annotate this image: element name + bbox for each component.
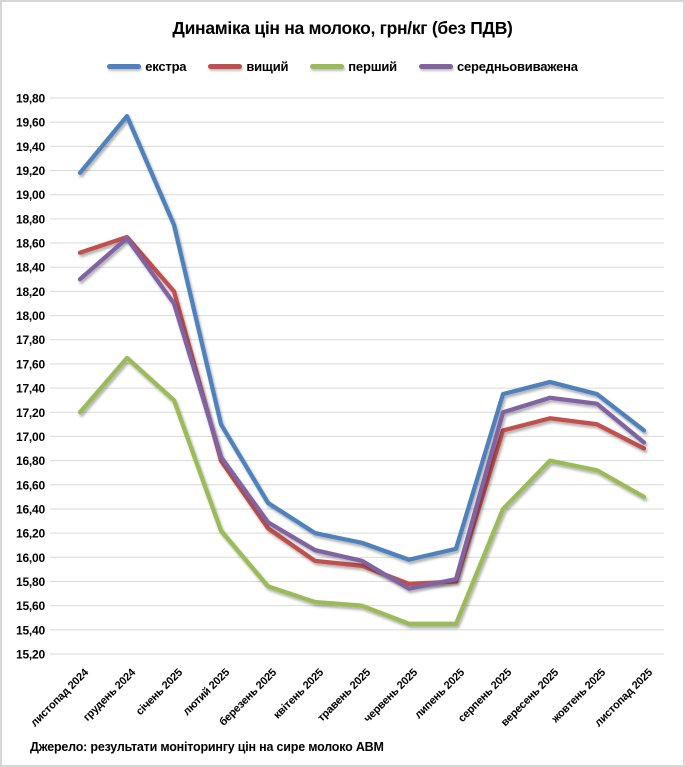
y-axis-tick-label: 18,80 [16, 212, 46, 226]
chart-legend: екстра вищий перший середньовиважена [2, 59, 683, 74]
y-axis-tick-label: 15,40 [16, 623, 46, 637]
y-axis-tick-label: 19,80 [16, 92, 46, 106]
y-axis-tick-label: 17,40 [16, 382, 46, 396]
x-axis-tick-label: листопад 2024 [29, 666, 92, 729]
series-line-extra [77, 113, 647, 562]
legend-item-higher: вищий [208, 59, 288, 74]
y-axis-tick-label: 16,00 [16, 551, 46, 565]
source-note: Джерело: результати моніторингу цін на с… [30, 740, 384, 754]
legend-item-first: перший [310, 59, 397, 74]
series-line-first [77, 355, 647, 626]
y-axis-tick-label: 15,80 [16, 575, 46, 589]
series-line-weighted-average [77, 236, 647, 591]
y-axis-tick-label: 19,60 [16, 116, 46, 130]
y-axis-tick-label: 17,60 [16, 357, 46, 371]
y-axis-tick-label: 19,00 [16, 188, 46, 202]
legend-color-swatch [208, 64, 243, 69]
y-axis-tick-label: 16,20 [16, 527, 46, 541]
legend-label: вищий [246, 59, 289, 74]
legend-label: екстра [145, 59, 187, 74]
legend-item-extra: екстра [107, 59, 187, 74]
y-axis-tick-label: 18,40 [16, 261, 46, 275]
legend-label: перший [348, 59, 397, 74]
y-axis-tick-label: 17,80 [16, 333, 46, 347]
y-axis-tick-label: 18,00 [16, 309, 46, 323]
y-axis-tick-label: 19,40 [16, 140, 46, 154]
y-axis-tick-label: 15,60 [16, 599, 46, 613]
series-line-higher [77, 234, 647, 587]
y-axis-tick-label: 18,20 [16, 285, 46, 299]
y-axis-tick-label: 15,20 [16, 648, 46, 662]
legend-color-swatch [418, 64, 453, 69]
y-axis-tick-label: 16,60 [16, 478, 46, 492]
y-axis-tick-label: 18,60 [16, 237, 46, 251]
y-axis-tick-label: 16,40 [16, 502, 46, 516]
legend-label: середньовиважена [456, 59, 578, 74]
y-axis-tick-label: 16,80 [16, 454, 46, 468]
y-axis-tick-label: 17,20 [16, 406, 46, 420]
y-axis-tick-label: 17,00 [16, 430, 46, 444]
legend-color-swatch [107, 64, 142, 69]
legend-item-weighted-average: середньовиважена [418, 59, 578, 74]
legend-color-swatch [310, 64, 345, 69]
x-axis-tick-label: лютий 2025 [181, 667, 232, 718]
y-axis-tick-label: 19,20 [16, 164, 46, 178]
chart-title: Динаміка цін на молоко, грн/кг (без ПДВ) [172, 18, 513, 38]
x-axis-tick-label: січень 2025 [134, 667, 185, 718]
